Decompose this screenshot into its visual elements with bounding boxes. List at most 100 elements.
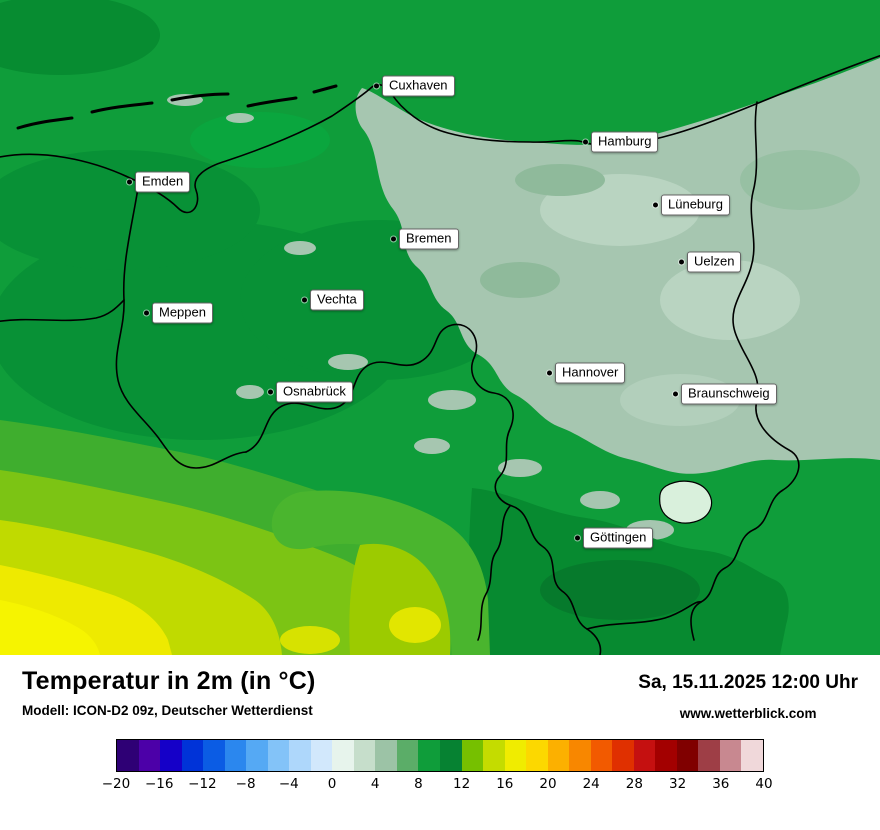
city-dot-icon xyxy=(302,297,307,303)
colorbar-tick-label: 16 xyxy=(496,776,514,792)
city-dot-icon xyxy=(547,370,552,376)
pale-mint-patch xyxy=(659,480,713,524)
colorbar-segment xyxy=(612,740,634,771)
city-label: Hannover xyxy=(555,362,626,384)
city-dot-icon xyxy=(268,389,273,395)
city-marker: Vechta xyxy=(302,289,364,311)
city-marker: Braunschweig xyxy=(673,383,777,405)
colorbar-tick-label: −16 xyxy=(144,776,174,792)
colorbar-segment xyxy=(224,740,247,771)
colorbar-segment xyxy=(246,740,268,771)
page-title: Temperatur in 2m (in °C) xyxy=(22,667,316,695)
colorbar-segment xyxy=(332,740,354,771)
city-dot-icon xyxy=(391,236,396,242)
colorbar-segment xyxy=(396,740,419,771)
colorbar-segment xyxy=(461,740,484,771)
city-dot-icon xyxy=(653,202,658,208)
colorbar-tick-label: −12 xyxy=(188,776,217,792)
colorbar-tick-label: 0 xyxy=(327,776,337,792)
city-marker: Uelzen xyxy=(679,251,742,273)
colorbar xyxy=(116,739,764,772)
colorbar-segment xyxy=(547,740,570,771)
colorbar-segment xyxy=(203,740,225,771)
city-layer: Cuxhaven Hamburg Emden Lüneburg Bremen Uelzen… xyxy=(127,75,777,549)
cool-region xyxy=(355,58,880,474)
colorbar-tick-label: 8 xyxy=(414,776,423,792)
city-dot-icon xyxy=(144,310,149,316)
colorbar-ticks: −20 −16 −12 −8 −4 0 4 8 12 16 20 24 28 32 36 40 xyxy=(102,776,773,796)
colorbar-segment xyxy=(483,740,505,771)
city-marker: Hamburg xyxy=(583,131,659,153)
colorbar-tick-label: −4 xyxy=(278,776,299,792)
city-label: Braunschweig xyxy=(681,383,777,405)
colorbar-tick-label: 32 xyxy=(669,776,687,792)
city-marker: Göttingen xyxy=(575,527,654,549)
colorbar-tick-label: 12 xyxy=(453,776,471,792)
city-dot-icon xyxy=(127,179,132,185)
south-border-branch xyxy=(477,505,511,641)
colorbar-tick-label: 40 xyxy=(755,776,773,792)
city-marker: Lüneburg xyxy=(653,194,730,216)
colorbar-tick-label: 28 xyxy=(625,776,643,792)
city-marker: Bremen xyxy=(391,228,459,250)
footer-top: Temperatur in 2m (in °C) Modell: ICON-D2… xyxy=(22,667,858,721)
islands xyxy=(90,101,154,114)
footer: Temperatur in 2m (in °C) Modell: ICON-D2… xyxy=(0,655,880,796)
city-dot-icon xyxy=(583,139,588,145)
city-label: Meppen xyxy=(152,302,213,324)
city-label: Vechta xyxy=(310,289,364,311)
colorbar-tick-label: −8 xyxy=(235,776,256,792)
map-area: Cuxhaven Hamburg Emden Lüneburg Bremen Uelzen… xyxy=(0,0,880,655)
colorbar-segment xyxy=(698,740,720,771)
city-label: Göttingen xyxy=(583,527,654,549)
east-border xyxy=(690,101,800,641)
city-label: Lüneburg xyxy=(661,194,730,216)
colorbar-tick-label: 36 xyxy=(712,776,730,792)
colorbar-segment xyxy=(267,740,290,771)
colorbar-segment xyxy=(569,740,591,771)
colorbar-segment xyxy=(719,740,742,771)
city-dot-icon xyxy=(374,83,379,89)
colorbar-segment xyxy=(117,740,139,771)
colorbar-segment xyxy=(633,740,656,771)
colorbar-segment xyxy=(181,740,204,771)
colorbar-segment xyxy=(655,740,677,771)
city-dot-icon xyxy=(679,259,684,265)
model-info: Modell: ICON-D2 09z, Deutscher Wetterdie… xyxy=(22,703,313,718)
city-label: Osnabrück xyxy=(276,381,353,403)
islands xyxy=(246,96,298,108)
colorbar-tick-label: −20 xyxy=(101,776,131,792)
colorbar-tick-label: 24 xyxy=(582,776,600,792)
colorbar-segment xyxy=(741,740,763,771)
city-marker: Osnabrück xyxy=(268,381,353,403)
city-label: Bremen xyxy=(399,228,459,250)
colorbar-segment xyxy=(138,740,161,771)
footer-left: Temperatur in 2m (in °C) Modell: ICON-D2… xyxy=(22,667,316,718)
colorbar-segment xyxy=(590,740,613,771)
colorbar-segment xyxy=(526,740,548,771)
colorbar-segment xyxy=(353,740,376,771)
southeast-border xyxy=(586,601,702,630)
website-credit: www.wetterblick.com xyxy=(679,706,817,721)
colorbar-segment xyxy=(676,740,699,771)
city-marker: Hannover xyxy=(547,362,626,384)
city-label: Emden xyxy=(135,171,191,193)
islands xyxy=(312,84,338,94)
colorbar-segment xyxy=(310,740,333,771)
city-marker: Cuxhaven xyxy=(374,75,455,97)
west-border xyxy=(115,187,247,469)
colorbar-segment xyxy=(375,740,397,771)
colorbar-tick-label: 20 xyxy=(539,776,557,792)
valid-datetime: Sa, 15.11.2025 12:00 Uhr xyxy=(638,672,858,693)
colorbar-segment xyxy=(504,740,527,771)
islands xyxy=(16,116,74,130)
west-border-branch xyxy=(0,299,125,323)
colorbar-segment xyxy=(418,740,440,771)
city-label: Cuxhaven xyxy=(382,75,455,97)
footer-right: Sa, 15.11.2025 12:00 Uhr www.wetterblick… xyxy=(638,667,858,721)
city-marker: Meppen xyxy=(144,302,213,324)
city-label: Uelzen xyxy=(687,251,742,273)
temperature-legend: −20 −16 −12 −8 −4 0 4 8 12 16 20 24 28 32 36 40 xyxy=(102,739,773,796)
city-dot-icon xyxy=(673,391,678,397)
city-marker: Emden xyxy=(127,171,191,193)
